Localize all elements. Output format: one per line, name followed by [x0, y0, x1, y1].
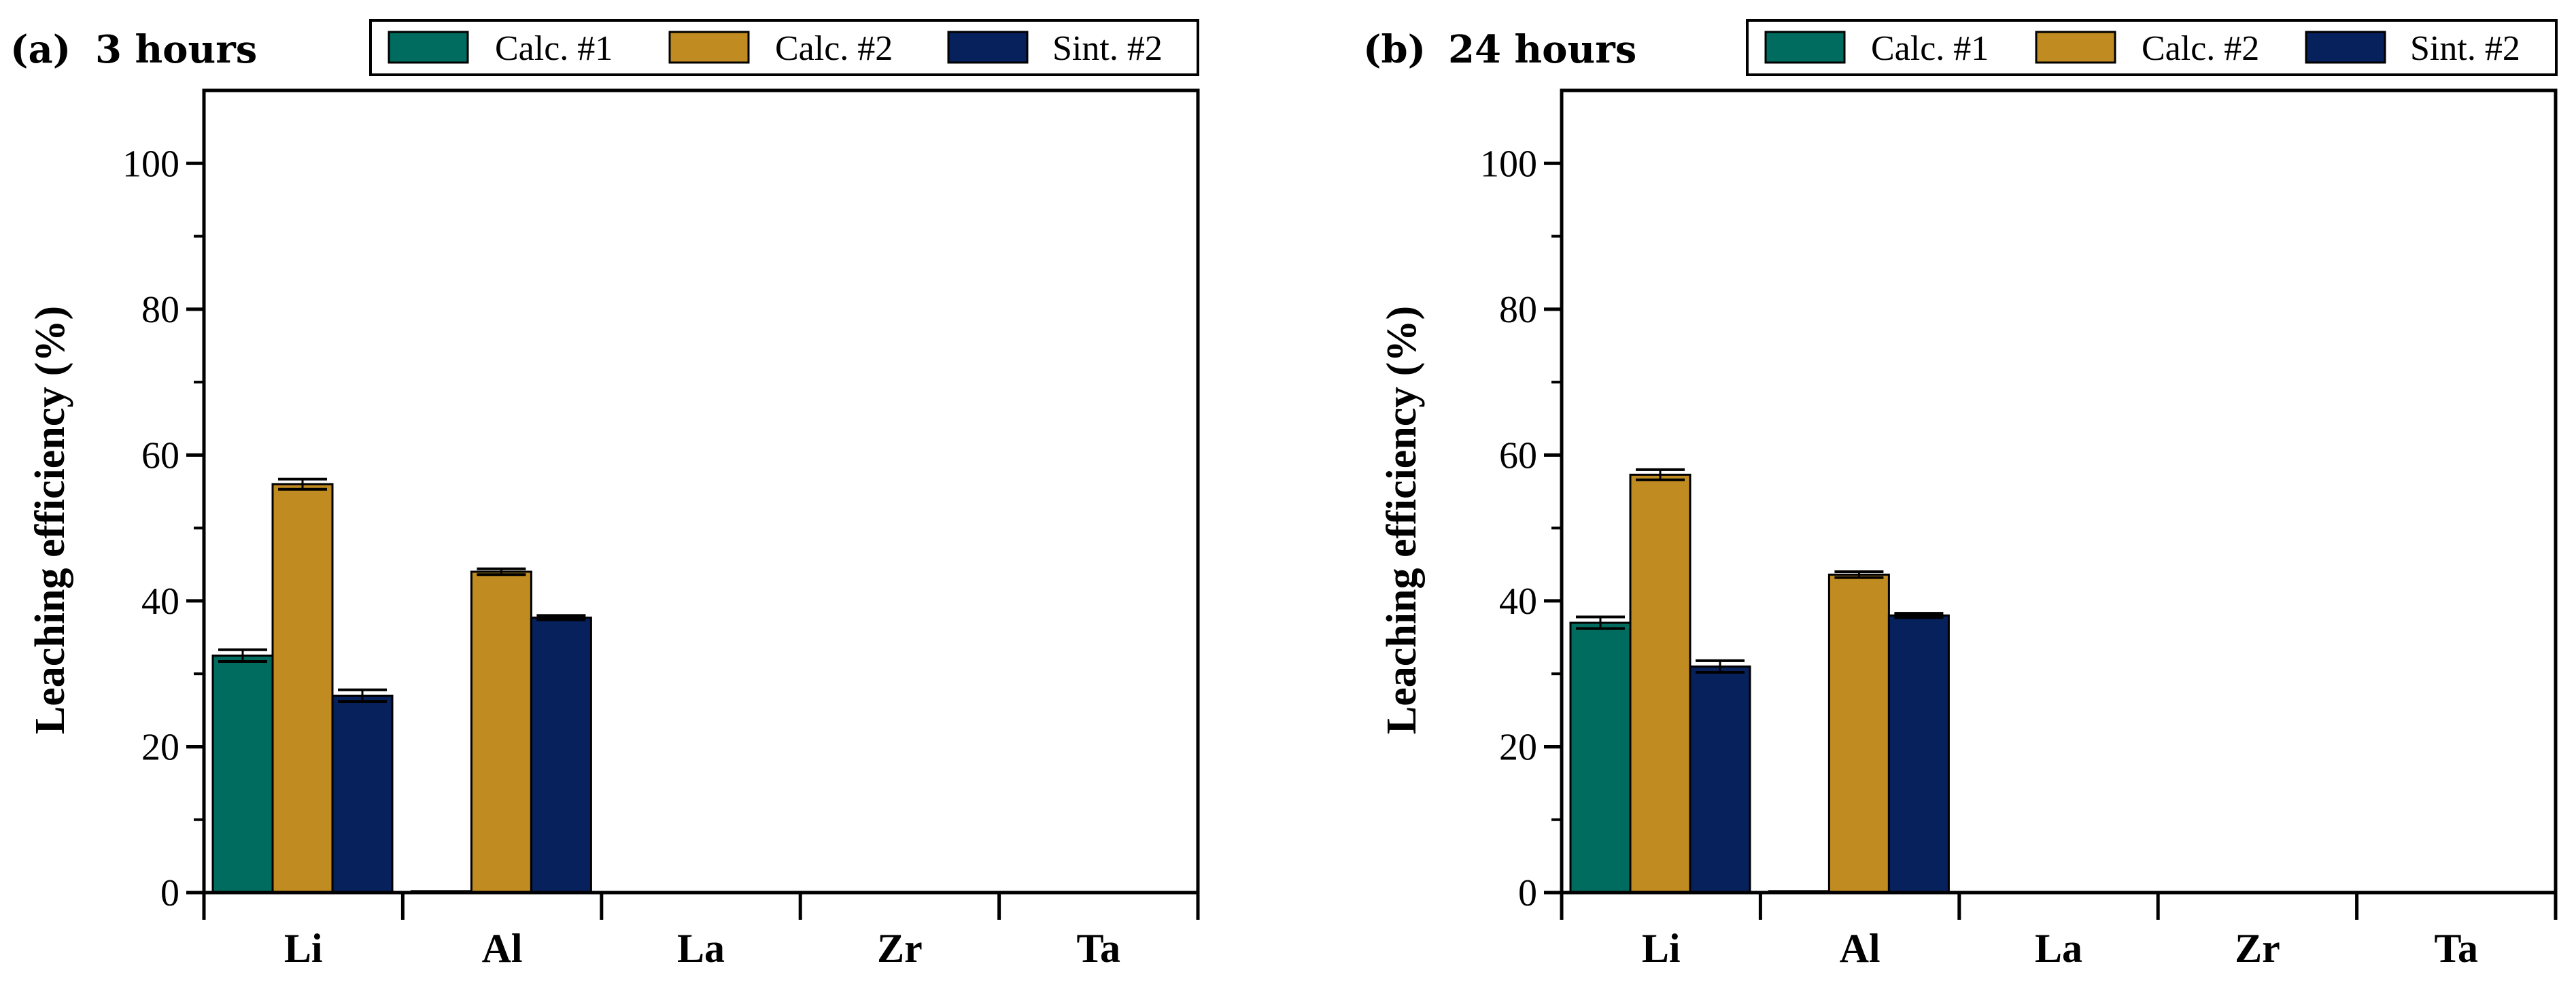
error-bar-li-calc1: [1576, 615, 1625, 630]
panel-b-error-bars: [1576, 468, 1944, 674]
panel-a-y-axis-label: Leaching efficiency (%): [27, 306, 73, 734]
panel-b: (b) 24 hours Calc. #1 Calc. #2 Sint. #2 …: [1363, 19, 2558, 971]
legend-swatch-calc2: [2035, 31, 2116, 64]
panel-b-x-ticks: Li Al La Zr Ta: [1560, 893, 2558, 971]
legend-label-calc1: Calc. #1: [495, 29, 613, 68]
y-tick-label: 20: [141, 726, 179, 768]
panel-a-label: (a): [10, 27, 71, 72]
x-tick-label: Li: [284, 926, 323, 971]
panel-b-bars: [1569, 473, 1950, 894]
legend-swatch-calc1: [1764, 31, 1846, 64]
panel-a-error-bars: [218, 477, 586, 703]
y-tick-label: 80: [141, 289, 179, 331]
error-bar-al-calc2: [477, 567, 526, 576]
bar-al-sint2: [530, 617, 592, 894]
y-tick-label: 60: [1499, 434, 1537, 477]
panel-a-bars: [211, 483, 592, 894]
x-tick-label: Ta: [1077, 926, 1121, 971]
x-tick-label: Li: [1642, 926, 1681, 971]
bar-al-calc2: [1827, 573, 1890, 894]
error-bar-al-sint2: [536, 614, 586, 621]
legend-label-calc1: Calc. #1: [1871, 29, 1989, 68]
y-tick-label: 0: [1518, 872, 1537, 914]
x-tick-label: La: [677, 926, 725, 971]
legend-box: [369, 19, 1199, 76]
legend-swatch-calc2: [668, 31, 750, 64]
panel-a-legend: Calc. #1 Calc. #2 Sint. #2: [369, 19, 1199, 76]
bar-li-calc2: [271, 483, 334, 894]
legend-label-sint2: Sint. #2: [2410, 29, 2520, 68]
bar-li-sint2: [331, 694, 394, 894]
x-tick-label: Al: [482, 926, 523, 971]
legend-label-sint2: Sint. #2: [1052, 29, 1163, 68]
panel-b-title: 24 hours: [1448, 27, 1636, 72]
error-bar-li-calc1: [218, 648, 267, 663]
x-tick-label: Ta: [2435, 926, 2479, 971]
legend-box: [1746, 19, 2558, 76]
bar-li-sint2: [1689, 665, 1751, 894]
y-tick-label: 80: [1499, 289, 1537, 331]
legend-swatch-sint2: [2305, 31, 2386, 64]
bar-li-calc1: [1569, 621, 1632, 894]
panel-b-y-axis-label: Leaching efficiency (%): [1379, 306, 1425, 734]
x-tick-label: Al: [1840, 926, 1881, 971]
y-tick-label: 0: [160, 872, 179, 914]
y-tick-label: 60: [141, 434, 179, 477]
error-bar-li-sint2: [338, 688, 387, 703]
panel-a-title: 3 hours: [95, 27, 257, 72]
y-tick-label: 40: [1499, 581, 1537, 623]
panel-b-label: (b): [1363, 27, 1426, 72]
y-tick-label: 20: [1499, 726, 1537, 768]
y-tick-label: 40: [141, 581, 179, 623]
panel-a-x-ticks: Li Al La Zr Ta: [202, 893, 1200, 971]
legend-label-calc2: Calc. #2: [775, 29, 893, 68]
bar-li-calc1: [211, 654, 274, 894]
y-tick-label: 100: [122, 143, 179, 185]
legend-label-calc2: Calc. #2: [2142, 29, 2259, 68]
y-tick-label: 100: [1480, 143, 1537, 185]
bar-li-calc2: [1629, 473, 1691, 894]
x-tick-label: La: [2035, 926, 2082, 971]
panel-a: (a) 3 hours Calc. #1 Calc. #2 Sint. #2 L…: [10, 19, 1200, 971]
error-bar-al-sint2: [1894, 612, 1944, 619]
panel-a-y-ticks: 0 20 40 60 80 100: [122, 143, 204, 914]
panel-b-plot-frame: [1560, 88, 2558, 895]
error-bar-li-sint2: [1696, 659, 1745, 674]
error-bar-li-calc2: [278, 477, 327, 491]
bar-al-calc2: [470, 570, 532, 894]
x-tick-label: Zr: [877, 926, 923, 971]
panel-a-plot-frame: [202, 88, 1200, 895]
legend-swatch-calc1: [388, 31, 469, 64]
x-tick-label: Zr: [2235, 926, 2280, 971]
panel-b-legend: Calc. #1 Calc. #2 Sint. #2: [1746, 19, 2558, 76]
error-bar-al-calc2: [1834, 570, 1884, 579]
bar-al-sint2: [1887, 614, 1950, 894]
error-bar-li-calc2: [1636, 468, 1685, 481]
legend-swatch-sint2: [947, 31, 1029, 64]
